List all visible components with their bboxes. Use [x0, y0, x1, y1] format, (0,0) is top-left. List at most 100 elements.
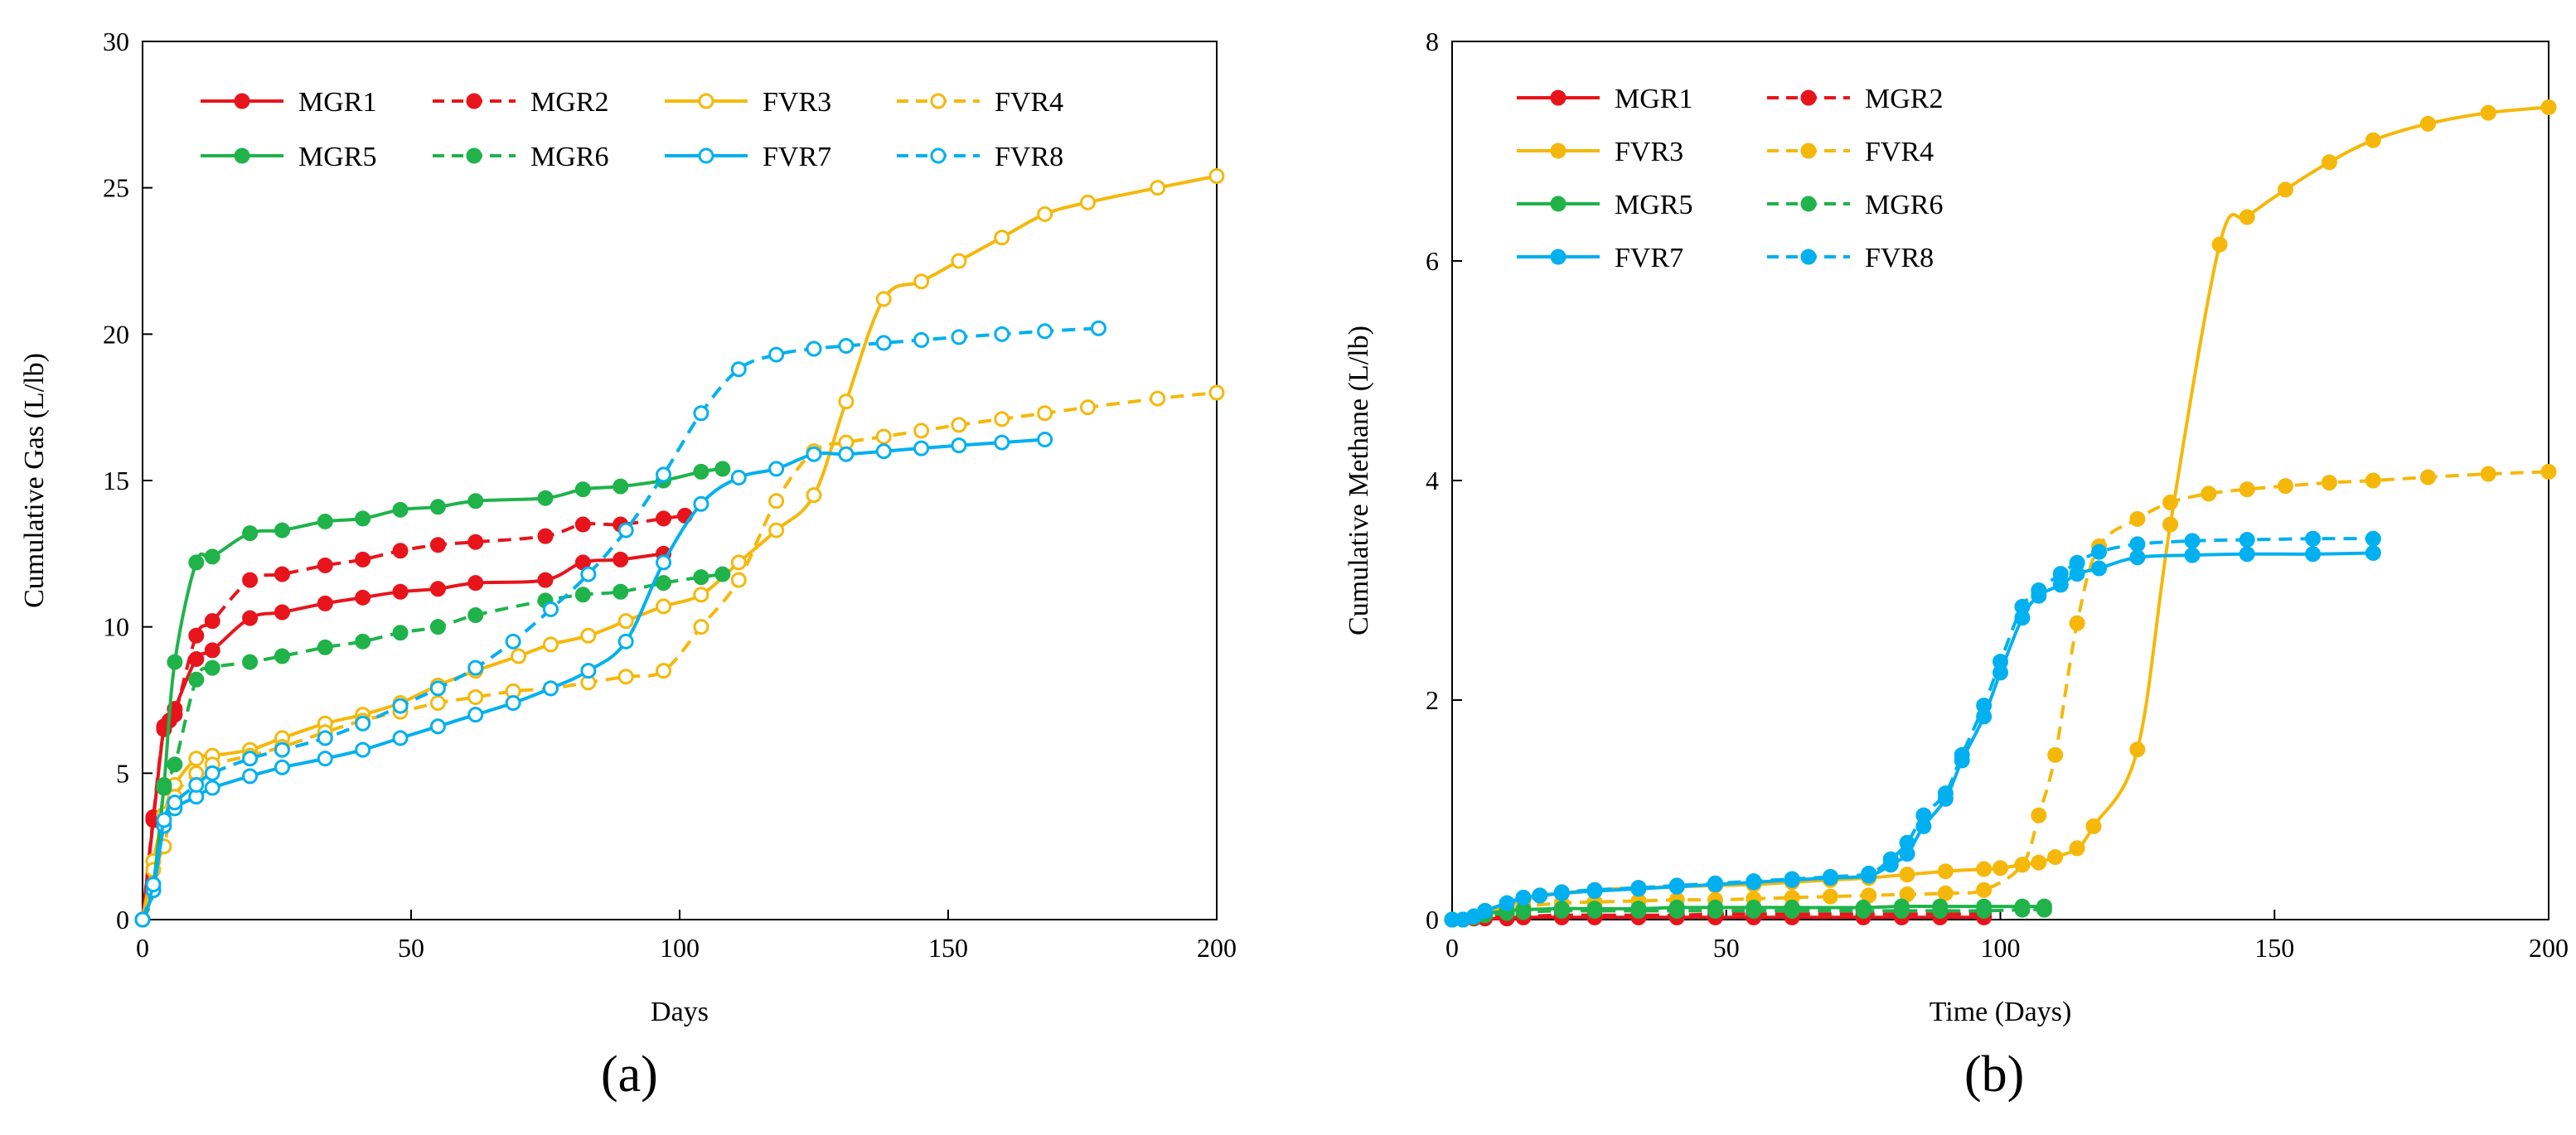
- panel-a-series-mgr2-point: [317, 557, 333, 573]
- panel-a-series-mgr1-point: [429, 581, 446, 597]
- panel-a-series-fvr7-point: [242, 768, 259, 785]
- panel-a-series-mgr6-point: [156, 780, 172, 796]
- panel-a-series-fvr4-point: [730, 572, 747, 588]
- panel-a-legend-fvr4-marker: [930, 93, 947, 109]
- panel-a-series-mgr2-point: [355, 551, 371, 568]
- panel-b-legend-mgr1-label: MGR1: [1615, 84, 1692, 114]
- panel-a-legend-fvr7-label: FVR7: [763, 142, 831, 172]
- panel-a-x-tick-label: 150: [928, 933, 968, 963]
- panel-a-series-fvr8-point: [145, 877, 162, 893]
- panel-b-series-fvr8-point: [1937, 785, 1954, 802]
- panel-a-series-fvr7-point: [1037, 432, 1053, 448]
- panel-b-series-fvr4-point: [2480, 466, 2496, 482]
- panel-a-series-fvr7-point: [617, 633, 634, 650]
- panel-b-series-fvr8-point: [2031, 582, 2047, 598]
- panel-a-series-fvr7-point: [274, 759, 290, 775]
- panel-a-series-fvr3-point: [913, 273, 930, 290]
- panel-a-series-fvr3-point: [730, 554, 747, 571]
- panel-a-legend-fvr3-marker: [698, 93, 714, 109]
- panel-b-series-fvr4-point: [2031, 807, 2047, 823]
- panel-a-series-mgr1-point: [392, 583, 409, 600]
- panel-b-legend-mgr2-marker: [1800, 89, 1817, 106]
- panel-a-series-mgr2-line: [141, 514, 685, 920]
- panel-a-series-fvr4-line: [141, 391, 1218, 920]
- panel-a-series-fvr8-point: [542, 601, 559, 617]
- panel-b-series-fvr3-point: [2211, 236, 2228, 253]
- panel-a-legend-mgr6-label: MGR6: [530, 142, 608, 172]
- panel-a-series-fvr7-point: [656, 554, 672, 571]
- panel-a-legend-mgr2-marker: [466, 93, 482, 109]
- panel-b-x-tick-label: 200: [2529, 933, 2569, 963]
- panel-b-series-fvr7-point: [2239, 546, 2255, 563]
- panel-b-series-fvr8-point: [1993, 654, 2008, 670]
- panel-b-series-fvr3-point: [2239, 209, 2255, 225]
- panel-b-series-mgr6-point: [1976, 902, 1993, 919]
- panel-a-series-mgr2-point: [429, 537, 446, 553]
- panel-b-series-fvr8-point: [2365, 530, 2381, 547]
- panel-b-series-fvr4-point: [2201, 485, 2217, 502]
- panel-a-series-mgr6-point: [274, 648, 290, 664]
- panel-b-series-fvr3-point: [2480, 104, 2496, 121]
- panel-b-series-fvr3-point: [2031, 854, 2047, 871]
- panel-b-series-fvr8-point: [1477, 902, 1494, 919]
- panel-b-series-mgr6-point: [1855, 902, 1871, 919]
- panel-a-series-fvr7-point: [467, 707, 484, 723]
- panel-a-series-fvr7-point: [580, 663, 597, 679]
- panel-b-series-fvr4-point: [1976, 881, 1993, 898]
- panel-b-series-fvr3-line: [1451, 105, 2549, 922]
- panel-a-series-fvr8-point: [580, 566, 597, 582]
- panel-a-series-fvr7-point: [838, 446, 855, 462]
- panel-b-series-fvr3-point: [1937, 863, 1954, 880]
- panel-a-y-tick-label: 0: [116, 905, 129, 935]
- panel-a-series-fvr8-point: [806, 340, 822, 357]
- panel-b-series-mgr6-point: [2014, 901, 2031, 918]
- panel-a-series-fvr3-point: [768, 522, 785, 539]
- panel-b-series-fvr8-point: [1515, 890, 1532, 906]
- panel-a-y-tick-label: 25: [103, 173, 129, 203]
- panel-b-chart: 0 50 100 150 200 0 2 4 6 8 Time (Days) Cumulative M…: [1344, 27, 2569, 1027]
- panel-a-series-fvr8-line: [141, 326, 1099, 920]
- panel-a-series-fvr4-point: [913, 423, 930, 439]
- panel-a-series-mgr5-line: [141, 466, 724, 920]
- panel-a-series-mgr5-point: [714, 461, 731, 477]
- panel-a-series-fvr7-point: [768, 461, 785, 477]
- panel-a-series-mgr6-point: [204, 659, 220, 676]
- panel-a-plot-frame: [142, 41, 1218, 920]
- panel-a-series-mgr2-point: [188, 627, 205, 644]
- panel-b-series-fvr8-point: [2184, 533, 2201, 549]
- panel-b-series-fvr8-point: [1784, 871, 1800, 887]
- panel-b-series-fvr4-point: [2540, 463, 2557, 480]
- panel-a-series-mgr5-point: [429, 499, 446, 515]
- panel-a-chart: 0 50 100 150 200 0 5 10 15 20 25 30 Days Cumulative G…: [19, 27, 1237, 1027]
- panel-b-series-fvr3-point: [2162, 516, 2179, 533]
- panel-b-series-fvr8-point: [1976, 698, 1993, 714]
- panel-a-series-fvr7-point: [994, 434, 1010, 451]
- panel-b-series-fvr4-point: [2014, 857, 2031, 873]
- panel-a-series-fvr8-point: [656, 466, 672, 483]
- panel-a-series-fvr3-line: [141, 174, 1218, 920]
- panel-b-legend-fvr3-marker: [1550, 142, 1566, 159]
- panel-a-legend-mgr2-label: MGR2: [530, 87, 608, 118]
- panel-b-legend-fvr8-label: FVR8: [1865, 243, 1934, 273]
- panel-b-series-fvr8-point: [1822, 868, 1838, 885]
- panel-a-series-mgr1-point: [242, 610, 259, 626]
- panel-a-legend-fvr8-marker: [930, 147, 947, 164]
- panel-a-series-fvr4-point: [1208, 384, 1225, 401]
- panel-a-series-mgr5-point: [537, 490, 554, 506]
- panel-a-series-mgr2-point: [204, 613, 220, 630]
- panel-b-series-fvr4-point: [2047, 746, 2064, 763]
- panel-a-series-fvr7-point: [542, 680, 559, 697]
- panel-a-series-fvr7-point: [951, 437, 967, 454]
- panel-a-series-fvr3-point: [693, 587, 709, 603]
- panel-a-series-fvr3-point: [1079, 194, 1096, 210]
- panel-b-series-fvr4-point: [2419, 469, 2436, 485]
- panel-a-series-mgr6-point: [656, 575, 672, 592]
- panel-a-series-mgr2-point: [242, 572, 259, 588]
- panel-a-series-mgr6-line: [141, 572, 724, 920]
- panel-a-series-fvr8-point: [1037, 323, 1053, 340]
- panel-b-legend-mgr2-label: MGR2: [1865, 84, 1943, 114]
- panel-a-series-mgr5-point: [693, 463, 709, 480]
- panel-a-series-fvr8-point: [167, 794, 183, 811]
- panel-b-y-tick-label: 8: [1426, 27, 1439, 56]
- panel-b-series-fvr3-point: [2047, 848, 2064, 865]
